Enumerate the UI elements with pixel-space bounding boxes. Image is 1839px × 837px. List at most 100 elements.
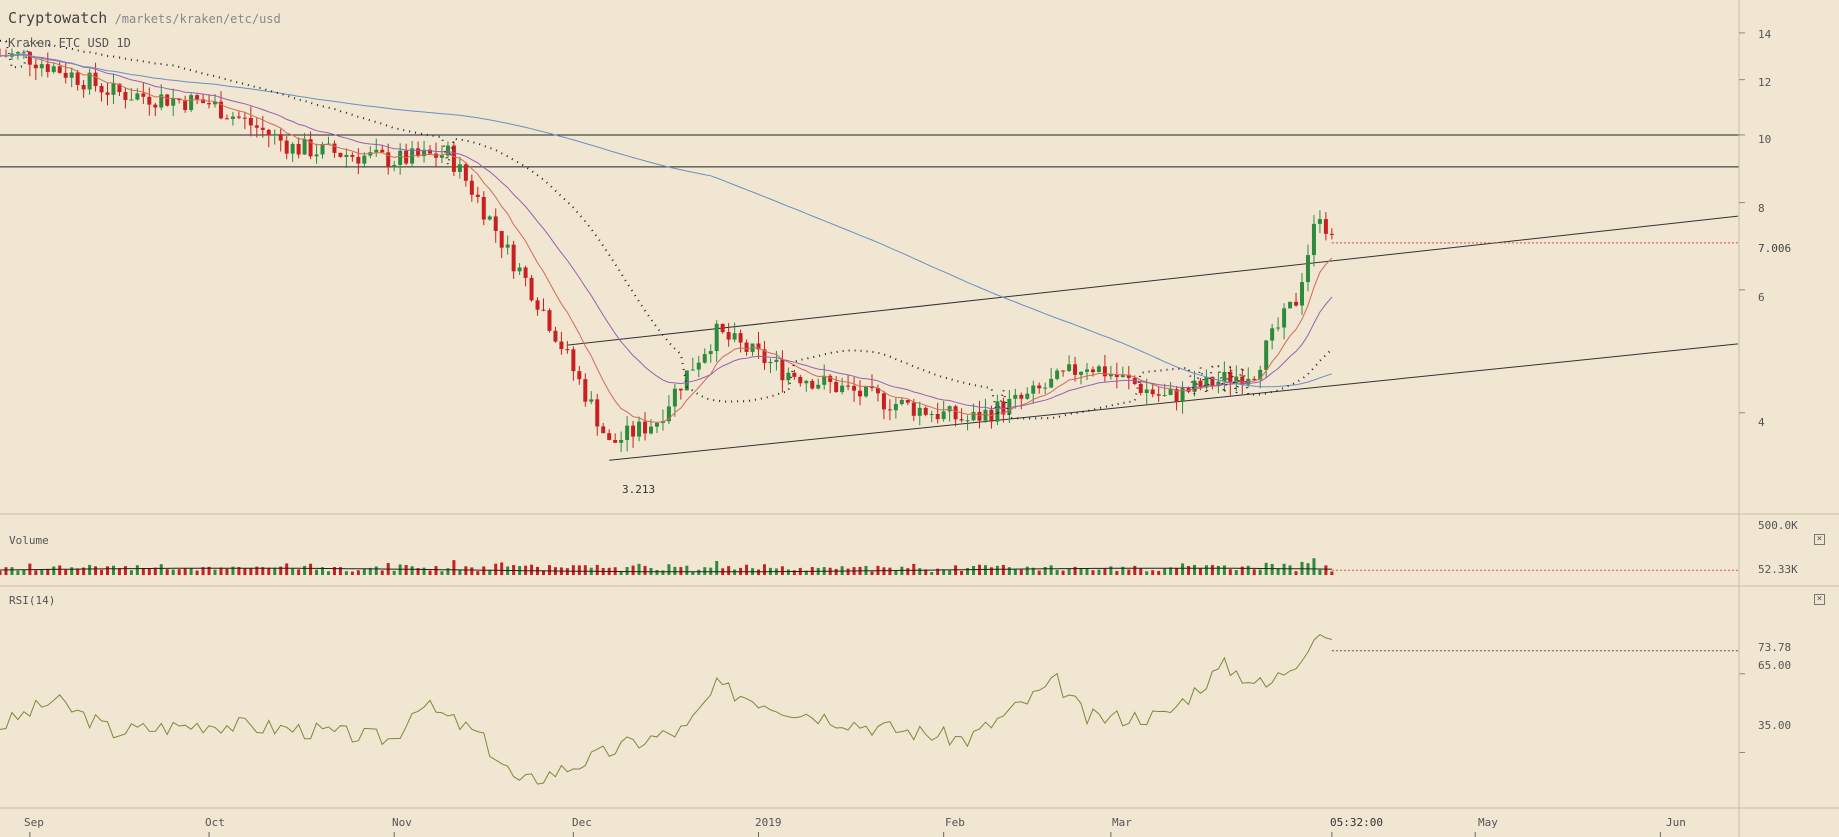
- candle-body[interactable]: [362, 155, 367, 164]
- candle-body[interactable]: [625, 425, 630, 440]
- volume-bar[interactable]: [1139, 568, 1143, 575]
- candle-body[interactable]: [1258, 369, 1263, 380]
- candle-body[interactable]: [935, 413, 940, 420]
- candle-body[interactable]: [792, 372, 797, 377]
- candle-body[interactable]: [99, 86, 104, 93]
- volume-bar[interactable]: [494, 563, 498, 575]
- candle-body[interactable]: [141, 93, 146, 97]
- candle-body[interactable]: [1055, 370, 1060, 379]
- candle-body[interactable]: [1300, 282, 1305, 306]
- candle-body[interactable]: [702, 354, 707, 363]
- candle-body[interactable]: [236, 116, 241, 118]
- volume-bar[interactable]: [679, 567, 683, 575]
- candle-body[interactable]: [571, 349, 576, 372]
- candle-body[interactable]: [218, 101, 223, 119]
- candle-body[interactable]: [117, 83, 122, 93]
- volume-bar[interactable]: [1157, 570, 1161, 575]
- volume-bar[interactable]: [727, 566, 731, 575]
- candle-body[interactable]: [953, 406, 958, 420]
- volume-bar[interactable]: [1073, 566, 1077, 575]
- volume-bar[interactable]: [577, 565, 581, 575]
- candle-body[interactable]: [780, 359, 785, 381]
- candle-body[interactable]: [380, 149, 385, 153]
- volume-bar[interactable]: [344, 571, 348, 575]
- candle-body[interactable]: [1162, 394, 1167, 396]
- candle-body[interactable]: [959, 419, 964, 421]
- candle-body[interactable]: [1210, 376, 1215, 387]
- candle-body[interactable]: [439, 155, 444, 158]
- candle-body[interactable]: [398, 150, 403, 166]
- candle-body[interactable]: [1174, 389, 1179, 402]
- volume-bar[interactable]: [195, 570, 199, 575]
- candle-body[interactable]: [810, 380, 815, 389]
- volume-bar[interactable]: [1091, 570, 1095, 575]
- volume-bar[interactable]: [547, 565, 551, 575]
- candle-body[interactable]: [1240, 376, 1245, 385]
- candle-body[interactable]: [654, 423, 659, 427]
- candle-body[interactable]: [1043, 387, 1048, 389]
- volume-bar[interactable]: [76, 568, 80, 575]
- volume-bar[interactable]: [1115, 570, 1119, 575]
- candle-body[interactable]: [350, 155, 355, 157]
- volume-bar[interactable]: [106, 566, 110, 575]
- volume-bar[interactable]: [225, 568, 229, 575]
- volume-bar[interactable]: [237, 567, 241, 575]
- volume-bar[interactable]: [243, 568, 247, 575]
- volume-bar[interactable]: [315, 569, 319, 575]
- volume-bar[interactable]: [1061, 570, 1065, 575]
- candle-body[interactable]: [732, 333, 737, 340]
- volume-bar[interactable]: [422, 567, 426, 575]
- candle-body[interactable]: [1222, 371, 1227, 382]
- candle-body[interactable]: [672, 388, 677, 407]
- volume-bar[interactable]: [285, 563, 289, 575]
- candle-body[interactable]: [1031, 385, 1036, 394]
- candle-body[interactable]: [451, 145, 456, 172]
- candle-body[interactable]: [631, 425, 636, 437]
- candle-body[interactable]: [1305, 255, 1310, 283]
- candle-body[interactable]: [1228, 371, 1233, 384]
- candle-body[interactable]: [51, 66, 56, 72]
- volume-bar[interactable]: [960, 570, 964, 575]
- candle-body[interactable]: [230, 116, 235, 119]
- volume-bar[interactable]: [1288, 565, 1292, 575]
- candle-body[interactable]: [1329, 233, 1334, 235]
- volume-bar[interactable]: [100, 569, 104, 575]
- volume-bar[interactable]: [147, 568, 151, 575]
- candle-body[interactable]: [1288, 301, 1293, 309]
- candle-body[interactable]: [93, 72, 98, 87]
- volume-bar[interactable]: [64, 569, 68, 575]
- candle-body[interactable]: [1061, 370, 1066, 372]
- candle-body[interactable]: [105, 92, 110, 95]
- candle-body[interactable]: [1323, 219, 1328, 234]
- candle-body[interactable]: [965, 420, 970, 422]
- candle-body[interactable]: [1192, 380, 1197, 392]
- volume-bar[interactable]: [1204, 565, 1208, 575]
- volume-bar[interactable]: [1240, 566, 1244, 575]
- candle-body[interactable]: [822, 375, 827, 385]
- volume-bar[interactable]: [219, 567, 223, 575]
- candle-body[interactable]: [290, 143, 295, 154]
- candle-body[interactable]: [834, 381, 839, 393]
- candle-body[interactable]: [475, 194, 480, 198]
- volume-bar[interactable]: [4, 567, 8, 575]
- candle-body[interactable]: [189, 95, 194, 110]
- volume-bar[interactable]: [332, 567, 336, 575]
- volume-bar[interactable]: [374, 566, 378, 575]
- volume-bar[interactable]: [972, 566, 976, 575]
- volume-bar[interactable]: [757, 569, 761, 575]
- volume-bar[interactable]: [350, 571, 354, 575]
- volume-bar[interactable]: [1318, 569, 1322, 575]
- candle-body[interactable]: [63, 72, 68, 78]
- candle-body[interactable]: [1025, 393, 1030, 399]
- volume-bar[interactable]: [16, 570, 20, 575]
- volume-bar[interactable]: [201, 567, 205, 575]
- volume-bar[interactable]: [231, 566, 235, 575]
- candle-body[interactable]: [296, 143, 301, 155]
- volume-bar[interactable]: [1312, 558, 1316, 575]
- candle-body[interactable]: [690, 369, 695, 371]
- candle-body[interactable]: [1186, 387, 1191, 392]
- candle-body[interactable]: [39, 64, 44, 69]
- candle-body[interactable]: [135, 93, 140, 100]
- candle-body[interactable]: [804, 380, 809, 384]
- volume-bar[interactable]: [273, 567, 277, 575]
